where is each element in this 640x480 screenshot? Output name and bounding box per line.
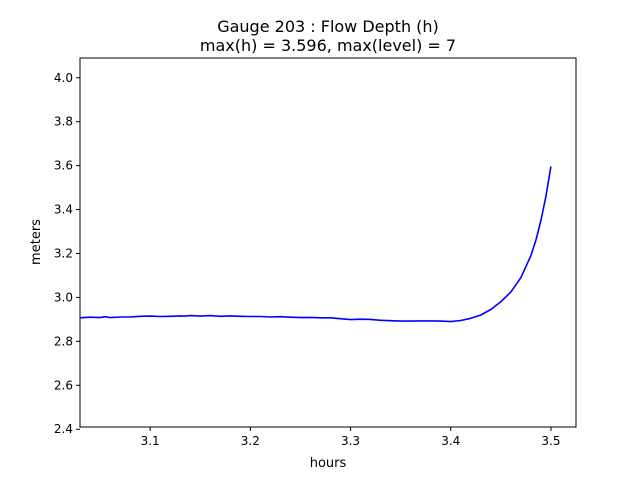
y-tick-label: 3.8 (54, 115, 73, 129)
x-tick-label: 3.4 (441, 434, 460, 448)
y-tick-label: 3.4 (54, 203, 73, 217)
y-tick-label: 3.2 (54, 246, 73, 260)
y-tick-label: 2.4 (54, 422, 73, 436)
x-axis-ticks: 3.1 3.2 3.3 3.4 3.5 (141, 427, 560, 448)
y-tick-label: 4.0 (54, 71, 73, 85)
y-tick-label: 3.0 (54, 290, 73, 304)
y-tick-label: 3.6 (54, 159, 73, 173)
plot-frame (79, 57, 577, 428)
x-tick-label: 3.3 (341, 434, 360, 448)
x-tick-label: 3.2 (241, 434, 260, 448)
series-line (79, 166, 552, 323)
x-tick-label: 3.1 (141, 434, 160, 448)
plot-area (79, 57, 577, 428)
y-tick-label: 2.8 (54, 334, 73, 348)
y-axis-ticks: 2.4 2.6 2.8 3.0 3.2 3.4 3.6 3.8 4.0 (54, 71, 80, 436)
x-tick-label: 3.5 (541, 434, 560, 448)
chart-title: Gauge 203 : Flow Depth (h) (217, 17, 439, 36)
y-tick-label: 2.6 (54, 378, 73, 392)
y-axis-label: meters (29, 219, 44, 265)
x-axis-label: hours (310, 456, 347, 471)
chart-subtitle: max(h) = 3.596, max(level) = 7 (200, 36, 456, 55)
